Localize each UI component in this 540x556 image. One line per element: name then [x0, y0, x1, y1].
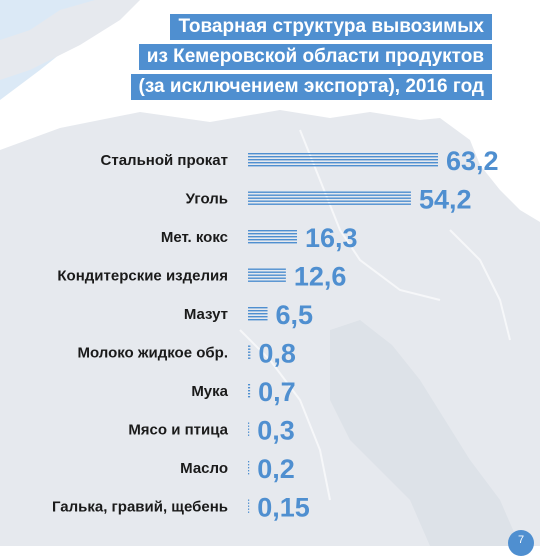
- bar: [248, 230, 298, 244]
- region-border-3: [449, 229, 511, 341]
- category-label: Молоко жидкое обр.: [77, 345, 228, 362]
- peninsula: [330, 320, 520, 546]
- region-border-2: [239, 329, 331, 501]
- bar: [248, 153, 438, 167]
- value-label: 16,3: [305, 223, 358, 253]
- bar: [248, 268, 286, 282]
- value-label: 54,2: [419, 185, 472, 215]
- value-label: 6,5: [276, 300, 314, 330]
- value-label: 0,2: [257, 454, 295, 484]
- value-label: 63,2: [446, 146, 499, 176]
- region-border-1: [299, 129, 441, 301]
- category-label: Мет. кокс: [161, 229, 228, 246]
- category-label: Стальной прокат: [101, 152, 228, 169]
- category-label: Галька, гравий, щебень: [52, 499, 228, 516]
- bar: [248, 499, 250, 513]
- value-label: 0,8: [258, 339, 296, 369]
- bar: [248, 422, 250, 436]
- title-line-2: из Кемеровской области продуктов: [138, 44, 492, 70]
- bar: [248, 345, 251, 359]
- bar: [248, 461, 250, 475]
- bar: [248, 307, 268, 321]
- value-label: 0,15: [257, 493, 310, 523]
- title-line-1: Товарная структура вывозимых: [170, 14, 492, 40]
- bar: [248, 384, 251, 398]
- bar: [248, 191, 411, 205]
- category-label: Кондитерские изделия: [57, 268, 228, 285]
- category-label: Масло: [180, 460, 228, 477]
- title-line-3: (за исключением экспорта), 2016 год: [130, 74, 492, 100]
- land-top-left: [0, 0, 140, 80]
- value-label: 12,6: [294, 262, 347, 292]
- category-label: Мука: [191, 383, 228, 400]
- value-label: 0,7: [258, 377, 296, 407]
- category-label: Мясо и птица: [128, 422, 228, 439]
- value-label: 0,3: [257, 416, 295, 446]
- page-number-badge: 7: [508, 530, 534, 556]
- category-label: Мазут: [184, 306, 228, 323]
- category-label: Уголь: [186, 191, 228, 208]
- chart-title: Товарная структура вывозимых из Кемеровс…: [130, 14, 492, 100]
